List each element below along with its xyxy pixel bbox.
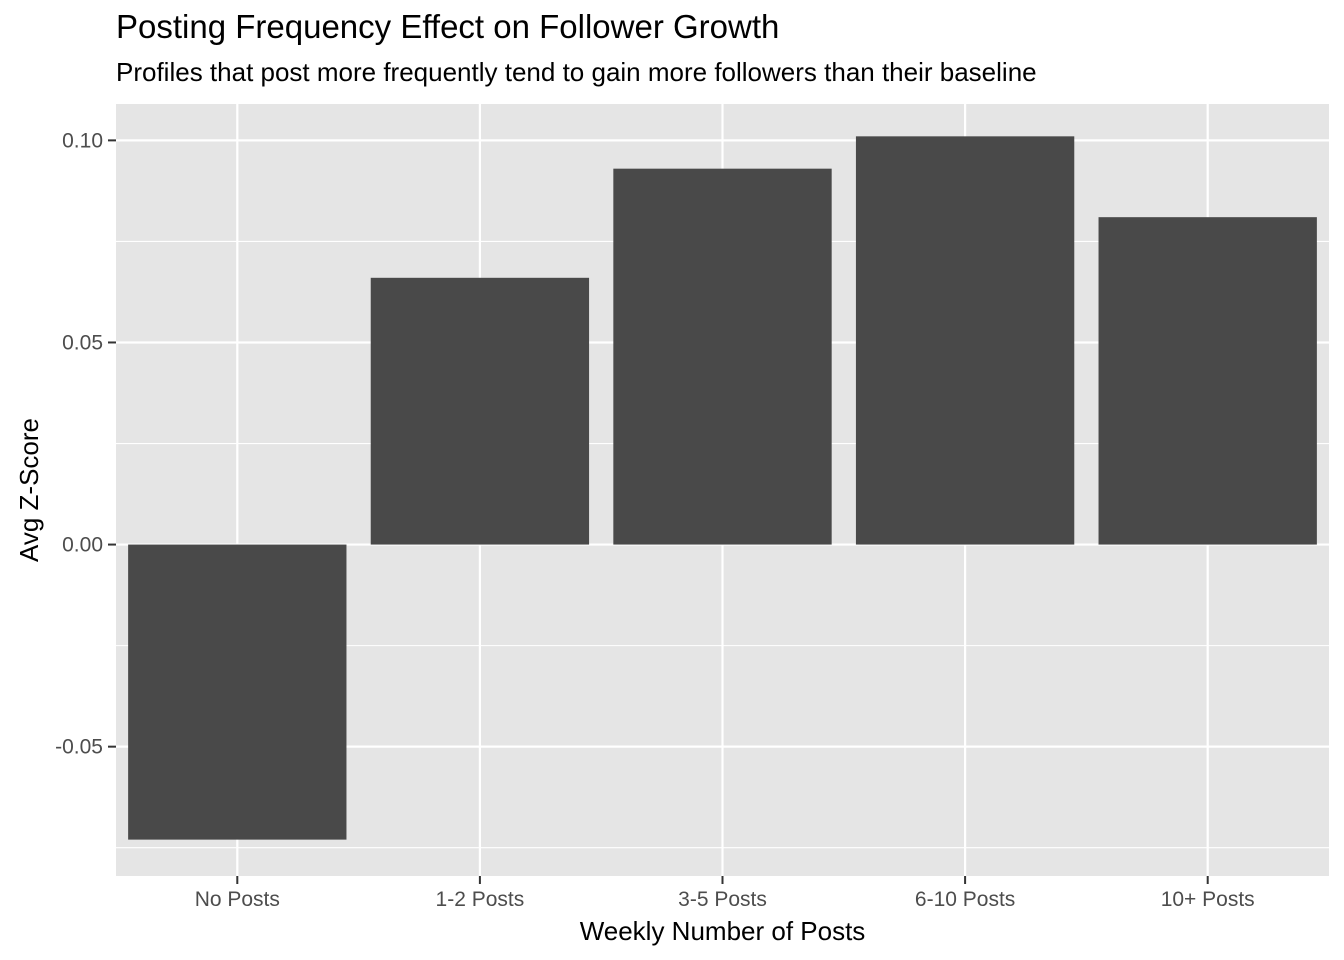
x-axis-title: Weekly Number of Posts [580, 916, 866, 946]
x-tick-label: 10+ Posts [1161, 888, 1255, 911]
x-tick-label: 1-2 Posts [436, 888, 525, 911]
x-tick-label: No Posts [195, 888, 280, 911]
bar-10-posts [1098, 217, 1317, 545]
bar-1-2-posts [370, 277, 590, 545]
chart-subtitle: Profiles that post more frequently tend … [116, 57, 1037, 87]
y-axis: -0.05 0.00 0.05 0.10 [55, 129, 116, 759]
x-axis: No Posts 1-2 Posts 3-5 Posts 6-10 Posts 10+ … [195, 876, 1255, 911]
y-axis-title: Avg Z-Score [14, 418, 44, 562]
bar-6-10-posts [855, 136, 1075, 545]
x-tick-label: 3-5 Posts [678, 888, 767, 911]
bar-no-posts [128, 544, 347, 840]
y-tick-label: -0.05 [55, 736, 103, 759]
x-tick-label: 6-10 Posts [915, 888, 1015, 911]
y-tick-label: 0.00 [62, 534, 103, 557]
y-tick-label: 0.10 [62, 129, 103, 152]
y-tick-label: 0.05 [62, 331, 103, 354]
chart-title: Posting Frequency Effect on Follower Gro… [116, 8, 780, 45]
bars [128, 136, 1317, 840]
bar-3-5-posts [613, 168, 832, 545]
